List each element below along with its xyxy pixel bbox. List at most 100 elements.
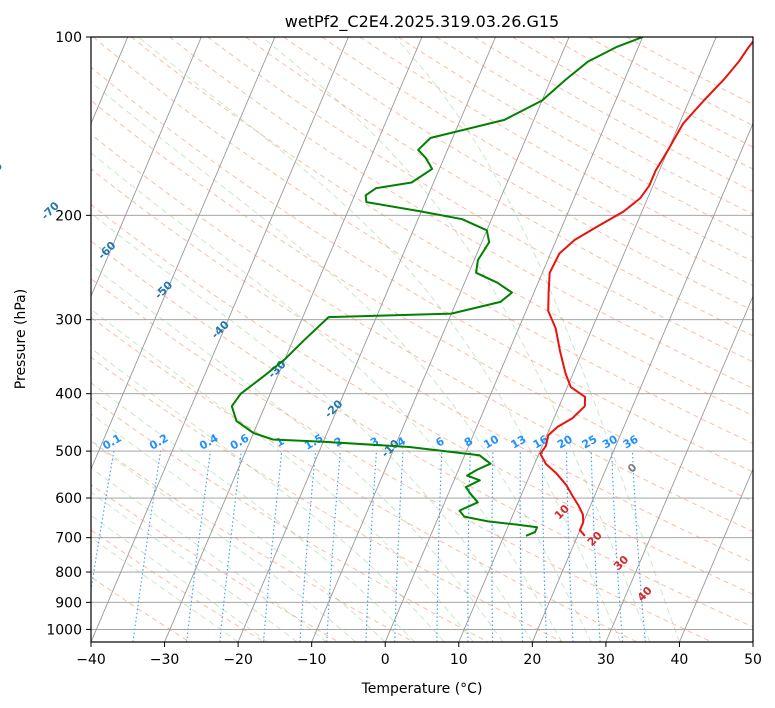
isotherm-label: -50 — [152, 278, 175, 301]
mixing-ratio-line — [365, 451, 378, 642]
moist-adiabat-label: 30 — [611, 553, 631, 573]
x-tick-label: 20 — [523, 652, 541, 668]
isotherm-label: -20 — [322, 397, 345, 420]
dry-adiabat — [512, 37, 753, 170]
mixing-ratio-label: 6 — [434, 434, 447, 449]
dewpoint-profile-line — [230, 37, 644, 537]
isotherm-line — [752, 640, 753, 642]
moist-adiabat — [138, 37, 622, 642]
mixing-ratio-label: 1 — [274, 435, 287, 450]
mixing-ratio-label: 0.6 — [228, 431, 252, 452]
y-axis-label: Pressure (hPa) — [13, 289, 29, 389]
moist-adiabat — [91, 441, 357, 642]
y-tick-label: 300 — [55, 313, 82, 329]
dry-adiabat — [91, 529, 265, 642]
y-tick-label: 800 — [55, 565, 82, 581]
moist-adiabat — [261, 37, 651, 642]
x-tick-label: 40 — [671, 652, 689, 668]
x-axis: −40 −30 −20 −10 0 10 20 30 40 50 — [76, 642, 762, 668]
dry-adiabat — [91, 316, 638, 642]
moist-adiabat — [91, 308, 474, 642]
dry-adiabat — [207, 37, 753, 363]
y-tick-label: 600 — [55, 491, 82, 507]
mixing-ratio-line — [299, 451, 317, 642]
y-axis: 1000 900 800 700 600 500 400 300 200 100 — [46, 30, 91, 638]
dry-adiabat — [435, 37, 753, 215]
x-tick-label: 10 — [450, 652, 468, 668]
y-tick-label: 500 — [55, 444, 82, 460]
x-tick-label: 0 — [381, 652, 390, 668]
isotherm-line — [311, 37, 570, 642]
x-axis-label: Temperature (°C) — [361, 681, 483, 697]
mixing-ratio-label: 0.2 — [147, 432, 170, 453]
dry-adiabat — [169, 37, 753, 389]
dry-adiabat — [91, 133, 753, 533]
isotherm-line — [679, 467, 753, 642]
dry-adiabat — [474, 37, 753, 193]
dry-adiabat — [91, 168, 753, 563]
dry-adiabat — [131, 37, 753, 417]
mixing-ratio-label: 0.4 — [197, 431, 221, 452]
plot-frame — [90, 36, 754, 643]
dry-adiabat — [321, 37, 753, 287]
moist-adiabat-label: 10 — [552, 502, 572, 522]
series-layer — [230, 37, 753, 537]
mixing-ratio-line — [436, 451, 443, 642]
isotherm-line — [384, 37, 644, 642]
dry-adiabat — [91, 240, 753, 628]
dry-adiabat — [91, 356, 563, 642]
mixing-ratio-line — [219, 451, 242, 642]
isotherm-line — [458, 37, 717, 642]
isotherm-line — [605, 295, 753, 642]
isotherm-line — [164, 37, 423, 642]
dry-adiabat — [91, 397, 489, 642]
dry-adiabat — [91, 278, 713, 642]
mixing-ratio-line — [566, 451, 574, 642]
moist-adiabat-label: 20 — [585, 529, 605, 549]
mixing-ratio-line — [91, 451, 115, 594]
mixing-ratio-line — [186, 451, 212, 642]
moist-adiabat — [91, 212, 533, 642]
isotherm-label: -40 — [209, 318, 232, 341]
isotherm-line — [237, 37, 496, 642]
isotherm-line — [531, 122, 753, 642]
moist-adiabat — [91, 81, 592, 642]
moist-adiabat-label: 40 — [635, 584, 655, 604]
isotherm-line — [91, 37, 349, 642]
y-tick-label: 100 — [55, 30, 82, 46]
y-tick-label: 1000 — [46, 622, 82, 638]
dry-adiabat — [91, 66, 753, 473]
x-tick-label: −20 — [223, 652, 253, 668]
x-tick-label: −10 — [297, 652, 327, 668]
dry-adiabat — [91, 203, 753, 595]
mixing-ratio-line — [519, 451, 524, 642]
dry-adiabat — [359, 37, 753, 262]
x-tick-label: 30 — [597, 652, 615, 668]
y-tick-label: 400 — [55, 387, 82, 403]
moist-adiabat — [91, 514, 268, 642]
y-tick-label: 200 — [55, 208, 82, 224]
isotherm-labels: -100-90-80-70-60-50-40-30-20-100.10.20.4… — [0, 159, 655, 604]
mixing-ratio-label: 13 — [509, 433, 529, 452]
mixing-ratio-label: 3 — [368, 435, 381, 450]
moist-adiabat — [91, 152, 563, 642]
dry-adiabat — [91, 99, 753, 502]
dry-adiabat — [283, 37, 753, 312]
temperature-profile-line — [539, 40, 753, 537]
mixing-ratio-line — [262, 451, 283, 642]
y-tick-label: 700 — [55, 531, 82, 547]
y-tick-label: 900 — [55, 595, 82, 611]
moist-adiabat — [91, 264, 504, 642]
moist-adiabat — [91, 382, 415, 642]
chart-title: wetPf2_C2E4.2025.319.03.26.G15 — [285, 12, 559, 32]
dry-adiabat — [92, 37, 753, 444]
background-lines — [91, 37, 753, 642]
moist-adiabat — [91, 491, 298, 642]
dry-adiabat — [91, 483, 340, 642]
moist-adiabat-label: 0 — [625, 461, 639, 476]
isotherm-line — [91, 37, 276, 471]
dry-adiabat — [550, 37, 753, 148]
x-tick-label: −30 — [150, 652, 180, 668]
x-tick-label: −40 — [76, 652, 106, 668]
